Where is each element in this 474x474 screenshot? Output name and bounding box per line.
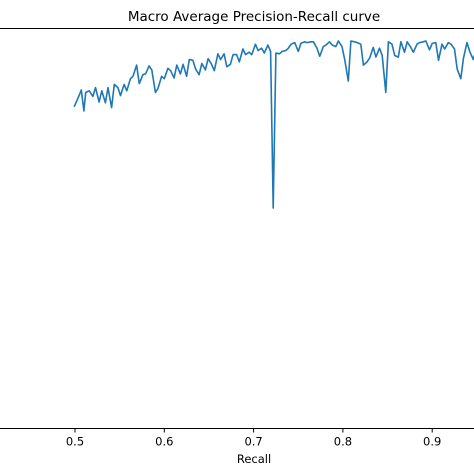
series-layer xyxy=(73,40,474,209)
x-tick-label: 0.5 xyxy=(66,435,84,449)
x-tick-label: 0.8 xyxy=(334,435,352,449)
x-axis-ticks: 0.5 0.6 0.7 0.8 0.9 xyxy=(66,428,441,449)
series-line-0 xyxy=(73,40,474,209)
chart-title: Macro Average Precision-Recall curve xyxy=(128,9,380,25)
x-axis-label: Recall xyxy=(237,452,271,466)
x-tick-label: 0.9 xyxy=(423,435,441,449)
x-tick-label: 0.7 xyxy=(244,435,262,449)
x-tick-label: 0.6 xyxy=(155,435,173,449)
plot-area xyxy=(0,28,474,429)
